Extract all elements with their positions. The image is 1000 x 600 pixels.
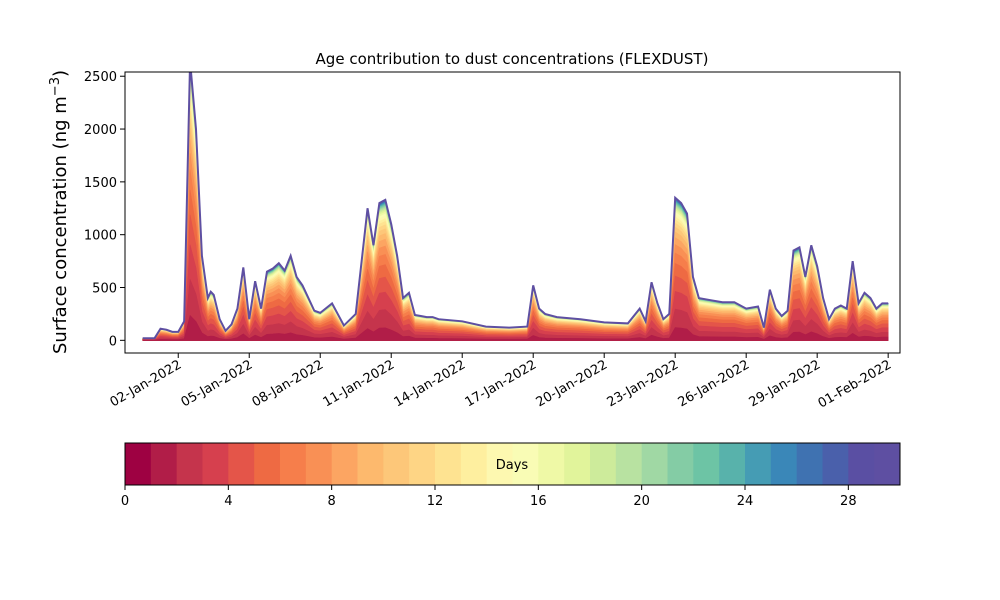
- colorbar-frame: [124, 442, 901, 486]
- y-tick-label: 500: [92, 282, 117, 297]
- colorbar-swatch: [460, 443, 488, 485]
- x-tick-label: 11-Jan-2022: [321, 357, 398, 410]
- colorbar: [125, 443, 901, 485]
- total-line: [142, 72, 889, 340]
- x-tick-label: 17-Jan-2022: [463, 357, 540, 410]
- total-concentration-line: [142, 72, 889, 340]
- colorbar-label: Days: [496, 458, 529, 473]
- colorbar-swatch: [564, 443, 591, 485]
- colorbar-swatch: [228, 443, 255, 485]
- x-tick-label: 02-Jan-2022: [108, 357, 185, 410]
- x-tick-label: 01-Feb-2022: [816, 357, 895, 411]
- colorbar-swatch: [202, 443, 229, 485]
- colorbar-tick-label: 8: [328, 494, 336, 509]
- colorbar-swatch: [331, 443, 358, 485]
- chart-title: Age contribution to dust concentrations …: [316, 50, 709, 68]
- x-tick-label: 08-Jan-2022: [250, 357, 327, 410]
- colorbar-swatch: [125, 443, 152, 485]
- y-axis-label-main: Surface concentration (ng m: [50, 96, 71, 354]
- x-tick-label: 05-Jan-2022: [179, 357, 256, 410]
- colorbar-swatch: [486, 443, 513, 485]
- y-axis-ticks: 0 500 1000 1500 2000 2500: [84, 70, 125, 349]
- colorbar-tick-label: 4: [224, 494, 232, 509]
- colorbar-swatch: [409, 443, 436, 485]
- colorbar-swatch: [435, 443, 462, 485]
- y-axis-label: Surface concentration (ng m−3): [48, 70, 71, 354]
- x-axis-ticks: 02-Jan-202205-Jan-202208-Jan-202211-Jan-…: [108, 353, 895, 411]
- colorbar-swatch: [280, 443, 307, 485]
- y-axis-label-superscript: −3: [48, 77, 63, 96]
- colorbar-swatch: [176, 443, 203, 485]
- colorbar-swatch: [796, 443, 823, 485]
- plot-frame: [124, 71, 901, 354]
- colorbar-tick-label: 0: [121, 494, 129, 509]
- colorbar-swatch: [745, 443, 772, 485]
- colorbar-tick-label: 20: [633, 494, 650, 509]
- x-tick-label: 23-Jan-2022: [605, 357, 682, 410]
- y-tick-label: 2500: [84, 70, 117, 85]
- x-tick-label: 20-Jan-2022: [534, 357, 611, 410]
- colorbar-tick-label: 28: [840, 494, 857, 509]
- colorbar-swatch: [357, 443, 384, 485]
- colorbar-swatch: [615, 443, 643, 485]
- x-tick-label: 26-Jan-2022: [676, 357, 753, 410]
- colorbar-swatch: [667, 443, 694, 485]
- colorbar-swatch: [822, 443, 849, 485]
- colorbar-swatch: [770, 443, 798, 485]
- y-tick-label: 1000: [84, 229, 117, 244]
- colorbar-tick-label: 12: [427, 494, 444, 509]
- colorbar-swatch: [383, 443, 410, 485]
- colorbar-swatch: [512, 443, 539, 485]
- age-layer-1: [142, 314, 889, 341]
- svg-text:Surface concentration (ng m−3): Surface concentration (ng m−3): [48, 70, 71, 354]
- x-tick-label: 29-Jan-2022: [747, 357, 824, 410]
- y-tick-label: 1500: [84, 176, 117, 191]
- colorbar-swatch: [150, 443, 178, 485]
- colorbar-swatch: [874, 443, 901, 485]
- colorbar-swatch: [305, 443, 333, 485]
- y-axis-label-close: ): [50, 70, 71, 77]
- colorbar-swatch: [641, 443, 668, 485]
- y-tick-label: 2000: [84, 123, 117, 138]
- colorbar-swatch: [538, 443, 565, 485]
- age-area-layers: [142, 72, 889, 341]
- colorbar-swatch: [693, 443, 720, 485]
- colorbar-swatch: [590, 443, 617, 485]
- colorbar-swatch: [719, 443, 746, 485]
- colorbar-tick-label: 16: [530, 494, 547, 509]
- x-tick-label: 14-Jan-2022: [392, 357, 469, 410]
- colorbar-swatch: [254, 443, 281, 485]
- colorbar-swatch: [848, 443, 875, 485]
- colorbar-ticks: 0 4 8 12 16 20 24 28: [121, 485, 857, 509]
- colorbar-tick-label: 24: [737, 494, 754, 509]
- y-tick-label: 0: [109, 334, 117, 349]
